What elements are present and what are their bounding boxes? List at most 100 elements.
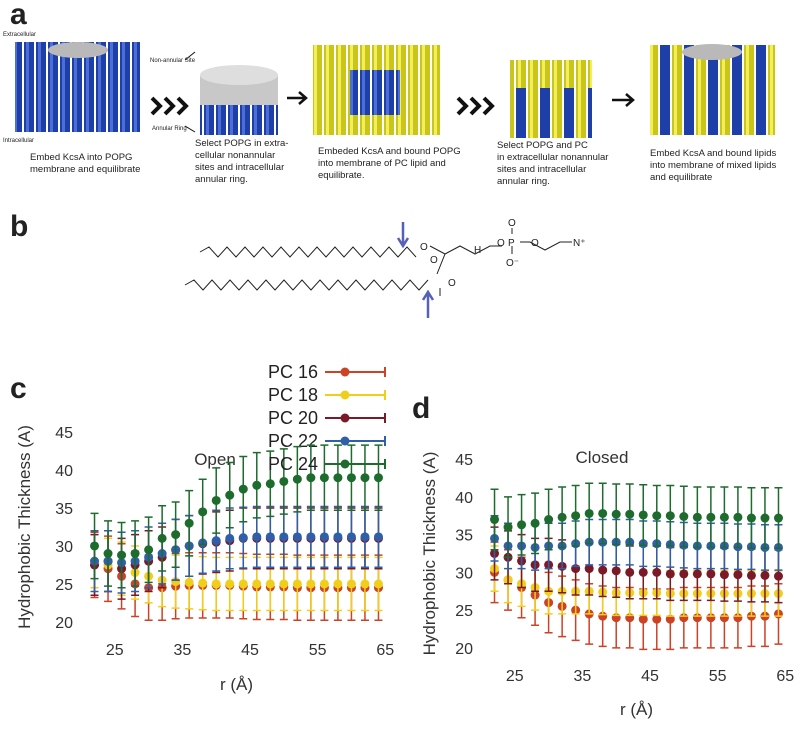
caption: annular ring. xyxy=(195,174,248,185)
data-point xyxy=(503,522,513,532)
data-point xyxy=(360,579,370,589)
y-tick-label: 40 xyxy=(455,490,473,507)
data-point xyxy=(490,515,500,525)
data-point xyxy=(665,511,675,521)
panel-label: c xyxy=(10,372,27,405)
atom: O⁻ xyxy=(506,258,519,269)
caption: Select POPG in extra- xyxy=(195,138,288,149)
molecule xyxy=(184,228,572,296)
legend-swatch xyxy=(340,367,350,377)
data-point xyxy=(373,532,383,542)
data-point xyxy=(625,567,635,577)
caption: cellular nonannular xyxy=(195,150,275,161)
x-tick-label: 25 xyxy=(506,668,524,685)
legend-swatch xyxy=(325,413,386,423)
legend-swatch xyxy=(340,436,350,446)
y-tick-label: 20 xyxy=(455,641,473,658)
data-point xyxy=(346,532,356,542)
data-point xyxy=(598,565,608,575)
caption: into membrane of PC lipid and xyxy=(318,158,446,169)
atom: P xyxy=(508,238,515,249)
data-point xyxy=(733,512,743,522)
data-point xyxy=(746,513,756,523)
legend-label: PC 20 xyxy=(268,408,318,428)
data-point xyxy=(306,532,316,542)
y-tick-label: 35 xyxy=(55,501,73,518)
arrows xyxy=(150,51,635,133)
data-point xyxy=(333,579,343,589)
legend-swatch xyxy=(325,459,386,469)
chain xyxy=(184,279,429,291)
data-point xyxy=(544,515,554,525)
data-point xyxy=(692,512,702,522)
caption: Select POPG and PC xyxy=(497,140,588,151)
data-point xyxy=(103,549,113,559)
chart-title: Open xyxy=(194,450,236,469)
data-point xyxy=(252,532,262,542)
data-point xyxy=(225,579,235,589)
data-point xyxy=(238,484,248,494)
data-point xyxy=(184,577,194,587)
data-point xyxy=(157,533,167,543)
data-point xyxy=(638,510,648,520)
label: Non-annular Site xyxy=(150,58,196,64)
legend-swatch xyxy=(325,436,386,446)
data-point xyxy=(333,473,343,483)
caption: and equilibrate xyxy=(650,172,712,183)
atom: O xyxy=(430,255,438,266)
data-point xyxy=(292,532,302,542)
data-point xyxy=(171,530,181,540)
data-point xyxy=(584,508,594,518)
data-point xyxy=(306,579,316,589)
y-tick-label: 45 xyxy=(55,425,73,442)
x-tick-label: 35 xyxy=(574,668,592,685)
data-point xyxy=(679,511,689,521)
data-point xyxy=(571,511,581,521)
chain xyxy=(199,246,417,258)
label: Extracellular xyxy=(3,32,36,38)
data-point xyxy=(144,545,154,555)
data-point xyxy=(238,533,248,543)
legend-label: PC 16 xyxy=(268,362,318,382)
legend-label: PC 18 xyxy=(268,385,318,405)
y-axis-label: Hydrophobic Thickness (A) xyxy=(420,452,439,656)
y-tick-label: 30 xyxy=(55,539,73,556)
data-point xyxy=(373,579,383,589)
caption: into membrane of mixed lipids xyxy=(650,160,776,171)
caption: annular ring. xyxy=(497,176,550,187)
membrane-block xyxy=(15,42,140,132)
data-point xyxy=(265,479,275,489)
x-tick-label: 45 xyxy=(641,668,659,685)
data-point xyxy=(598,508,608,518)
atom: H xyxy=(474,245,481,256)
caption: Embed KcsA and bound lipids xyxy=(650,148,776,159)
y-axis-label: Hydrophobic Thickness (A) xyxy=(15,425,34,629)
y-tick-label: 30 xyxy=(455,565,473,582)
data-point xyxy=(319,473,329,483)
data-point xyxy=(530,518,540,528)
data-point xyxy=(238,579,248,589)
x-tick-label: 65 xyxy=(776,668,794,685)
x-tick-label: 55 xyxy=(709,668,727,685)
data-point xyxy=(252,579,262,589)
data-point xyxy=(692,569,702,579)
data-point xyxy=(638,614,648,624)
data-point xyxy=(706,569,716,579)
data-point xyxy=(625,509,635,519)
caption: in extracellular nonannular xyxy=(497,152,608,163)
legend-swatch xyxy=(340,459,350,469)
y-tick-label: 25 xyxy=(55,577,73,594)
caption: membrane and equilibrate xyxy=(30,164,140,175)
legend-label: PC 22 xyxy=(268,431,318,451)
caption: Embed KcsA into POPG xyxy=(30,152,132,163)
y-tick-label: 40 xyxy=(55,463,73,480)
data-point xyxy=(360,532,370,542)
data-point xyxy=(319,579,329,589)
data-point xyxy=(279,579,289,589)
data-point xyxy=(90,541,100,551)
data-point xyxy=(652,614,662,624)
data-point xyxy=(198,578,208,588)
data-point xyxy=(292,579,302,589)
